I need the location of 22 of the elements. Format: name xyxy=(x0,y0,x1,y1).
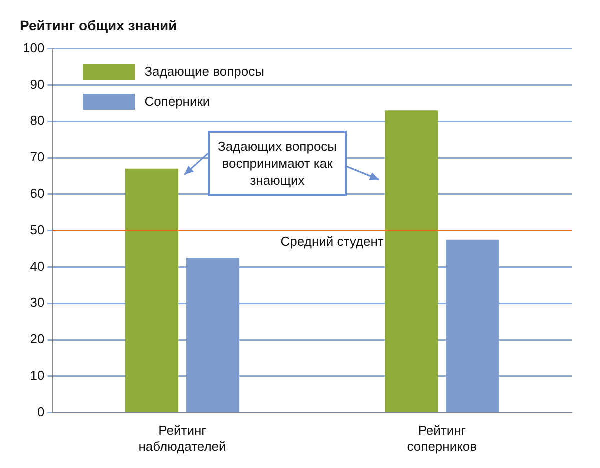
x-tick-label: Рейтинг соперников xyxy=(407,423,478,454)
y-tick-label: 20 xyxy=(30,332,45,347)
y-tick-label: 0 xyxy=(37,404,45,420)
chart-title: Рейтинг общих знаний xyxy=(20,17,178,34)
y-tick-label: 100 xyxy=(22,40,45,56)
legend-label: Соперники xyxy=(144,94,210,110)
y-tick-label: 10 xyxy=(30,368,45,383)
annotation: Задающих вопросы воспринимают как знающих xyxy=(208,131,347,196)
ref-line-label: Средний студент xyxy=(280,234,384,249)
y-tick-label: 30 xyxy=(30,295,45,310)
bar xyxy=(385,110,438,412)
y-tick-label: 90 xyxy=(30,76,45,92)
y-tick-label: 40 xyxy=(30,258,45,274)
y-tick-label: 80 xyxy=(30,113,45,128)
y-tick-label: 70 xyxy=(30,150,45,165)
bar xyxy=(125,168,179,412)
bar xyxy=(446,240,500,412)
x-tick-label: Рейтинг наблюдателей xyxy=(138,423,226,454)
bar xyxy=(186,258,240,412)
legend-label: Задающие вопросы xyxy=(144,64,264,80)
y-tick-label: 60 xyxy=(30,186,45,201)
y-tick-label: 50 xyxy=(30,222,45,238)
